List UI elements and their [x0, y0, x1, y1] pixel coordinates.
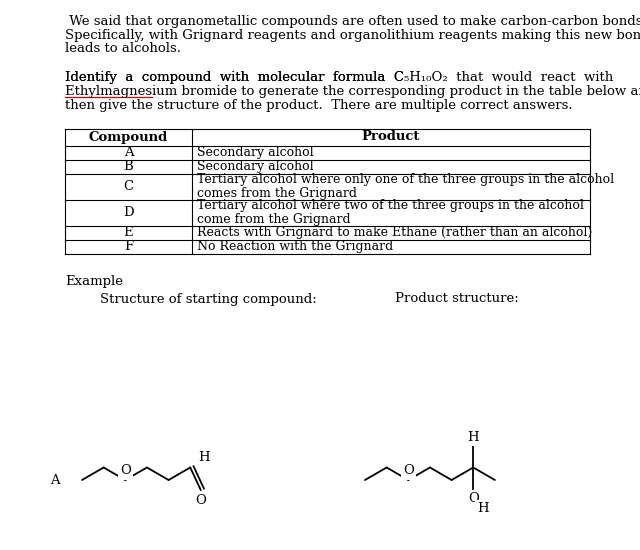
- Text: A: A: [124, 146, 133, 159]
- Text: comes from the Grignard: comes from the Grignard: [197, 186, 357, 200]
- Text: Secondary alcohol: Secondary alcohol: [197, 146, 314, 159]
- Text: then give the structure of the product.  There are multiple correct answers.: then give the structure of the product. …: [65, 98, 573, 112]
- Text: Compound: Compound: [89, 130, 168, 144]
- Text: Secondary alcohol: Secondary alcohol: [197, 160, 314, 173]
- Text: Structure of starting compound:: Structure of starting compound:: [100, 293, 317, 305]
- Text: F: F: [124, 240, 133, 253]
- Text: Tertiary alcohol where only one of the three groups in the alcohol: Tertiary alcohol where only one of the t…: [197, 173, 614, 186]
- Text: Example: Example: [65, 276, 123, 289]
- Text: O: O: [403, 465, 413, 477]
- Text: No Reaction with the Grignard: No Reaction with the Grignard: [197, 240, 393, 253]
- Text: D: D: [123, 206, 134, 219]
- Text: O: O: [195, 494, 206, 507]
- Text: O: O: [468, 492, 479, 505]
- Text: We said that organometallic compounds are often used to make carbon-carbon bonds: We said that organometallic compounds ar…: [65, 15, 640, 28]
- Text: come from the Grignard: come from the Grignard: [197, 212, 351, 226]
- Text: C: C: [124, 180, 134, 193]
- Text: H: H: [198, 451, 210, 464]
- Text: H: H: [477, 502, 489, 515]
- Text: Product structure:: Product structure:: [395, 293, 519, 305]
- Text: Reacts with Grignard to make Ethane (rather than an alcohol): Reacts with Grignard to make Ethane (rat…: [197, 226, 592, 239]
- Text: Specifically, with Grignard reagents and organolithium reagents making this new : Specifically, with Grignard reagents and…: [65, 29, 640, 41]
- Text: E: E: [124, 226, 133, 239]
- Text: B: B: [124, 160, 133, 173]
- Text: A: A: [50, 474, 60, 487]
- Text: H: H: [467, 431, 479, 444]
- Text: leads to alcohols.: leads to alcohols.: [65, 42, 181, 55]
- Text: Ethylmagnesium bromide to generate the corresponding product in the table below : Ethylmagnesium bromide to generate the c…: [65, 85, 640, 98]
- Text: Tertiary alcohol where two of the three groups in the alcohol: Tertiary alcohol where two of the three …: [197, 200, 584, 212]
- Text: Product: Product: [362, 130, 420, 144]
- Text: Identify  a  compound  with  molecular  formula  C: Identify a compound with molecular formu…: [65, 72, 404, 85]
- Text: Identify  a  compound  with  molecular  formula  C₅H₁₀O₂  that  would  react  wi: Identify a compound with molecular formu…: [65, 72, 613, 85]
- Text: O: O: [120, 465, 131, 477]
